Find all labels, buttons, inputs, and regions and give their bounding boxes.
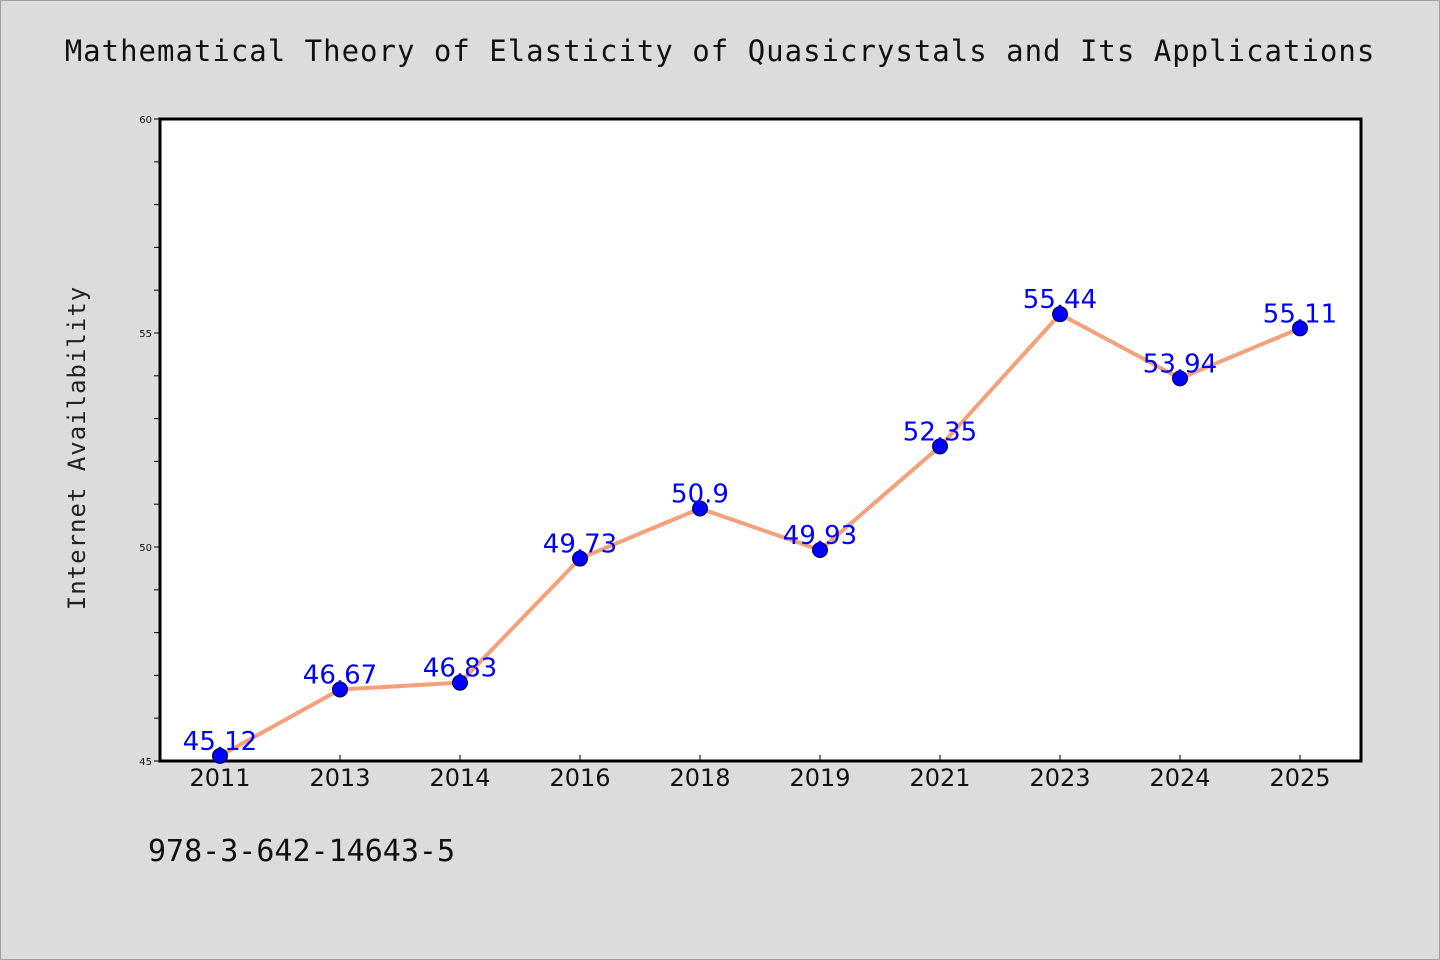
data-labels: 45.12 46.67 46.83 49.73 50.9 49.93 52.35 55.44 5… — [183, 285, 1337, 757]
x-tick-label: 2021 — [909, 764, 970, 792]
y-tick-label: 60 — [139, 115, 152, 126]
x-tick-label: 2023 — [1029, 764, 1090, 792]
data-label: 55.44 — [1023, 285, 1097, 315]
plot-area — [158, 117, 1363, 763]
y-tick-label: 55 — [139, 329, 152, 340]
isbn-code: 978-3-642-14643-5 — [148, 834, 456, 869]
data-point — [932, 438, 948, 455]
data-label: 53.94 — [1143, 349, 1217, 379]
data-point — [332, 681, 348, 698]
x-tick-label: 2011 — [189, 764, 250, 792]
data-point — [1292, 320, 1308, 337]
data-label: 52.35 — [903, 417, 977, 447]
data-point — [452, 674, 468, 691]
data-label: 46.67 — [303, 661, 377, 691]
x-tick-label: 2014 — [429, 764, 490, 792]
x-tick-label: 2018 — [669, 764, 730, 792]
data-point — [572, 550, 588, 567]
series-line — [218, 312, 1302, 758]
y-tick-label: 45 — [139, 757, 152, 768]
chart-title: Mathematical Theory of Elasticity of Qua… — [64, 34, 1376, 68]
series-markers — [212, 306, 1308, 764]
y-axis: 45 50 55 60 — [139, 115, 160, 768]
data-label: 55.11 — [1263, 299, 1337, 329]
x-tick-label: 2016 — [549, 764, 610, 792]
data-label: 46.83 — [423, 654, 497, 684]
data-point — [812, 541, 828, 558]
x-tick-label: 2019 — [789, 764, 850, 792]
x-tick-label: 2025 — [1269, 764, 1330, 792]
data-label: 49.93 — [783, 521, 857, 551]
x-axis: 2011 2013 2014 2016 2018 2019 2021 2023 2024 2025 — [189, 755, 1331, 792]
data-point — [1052, 306, 1068, 323]
data-label: 50.9 — [671, 479, 729, 509]
y-tick-label: 50 — [139, 543, 152, 554]
x-tick-label: 2013 — [309, 764, 370, 792]
data-label: 45.12 — [183, 727, 257, 757]
data-point — [692, 500, 708, 517]
data-point — [212, 747, 228, 764]
data-label: 49.73 — [543, 530, 617, 560]
x-tick-label: 2024 — [1149, 764, 1210, 792]
data-point — [1172, 370, 1188, 387]
